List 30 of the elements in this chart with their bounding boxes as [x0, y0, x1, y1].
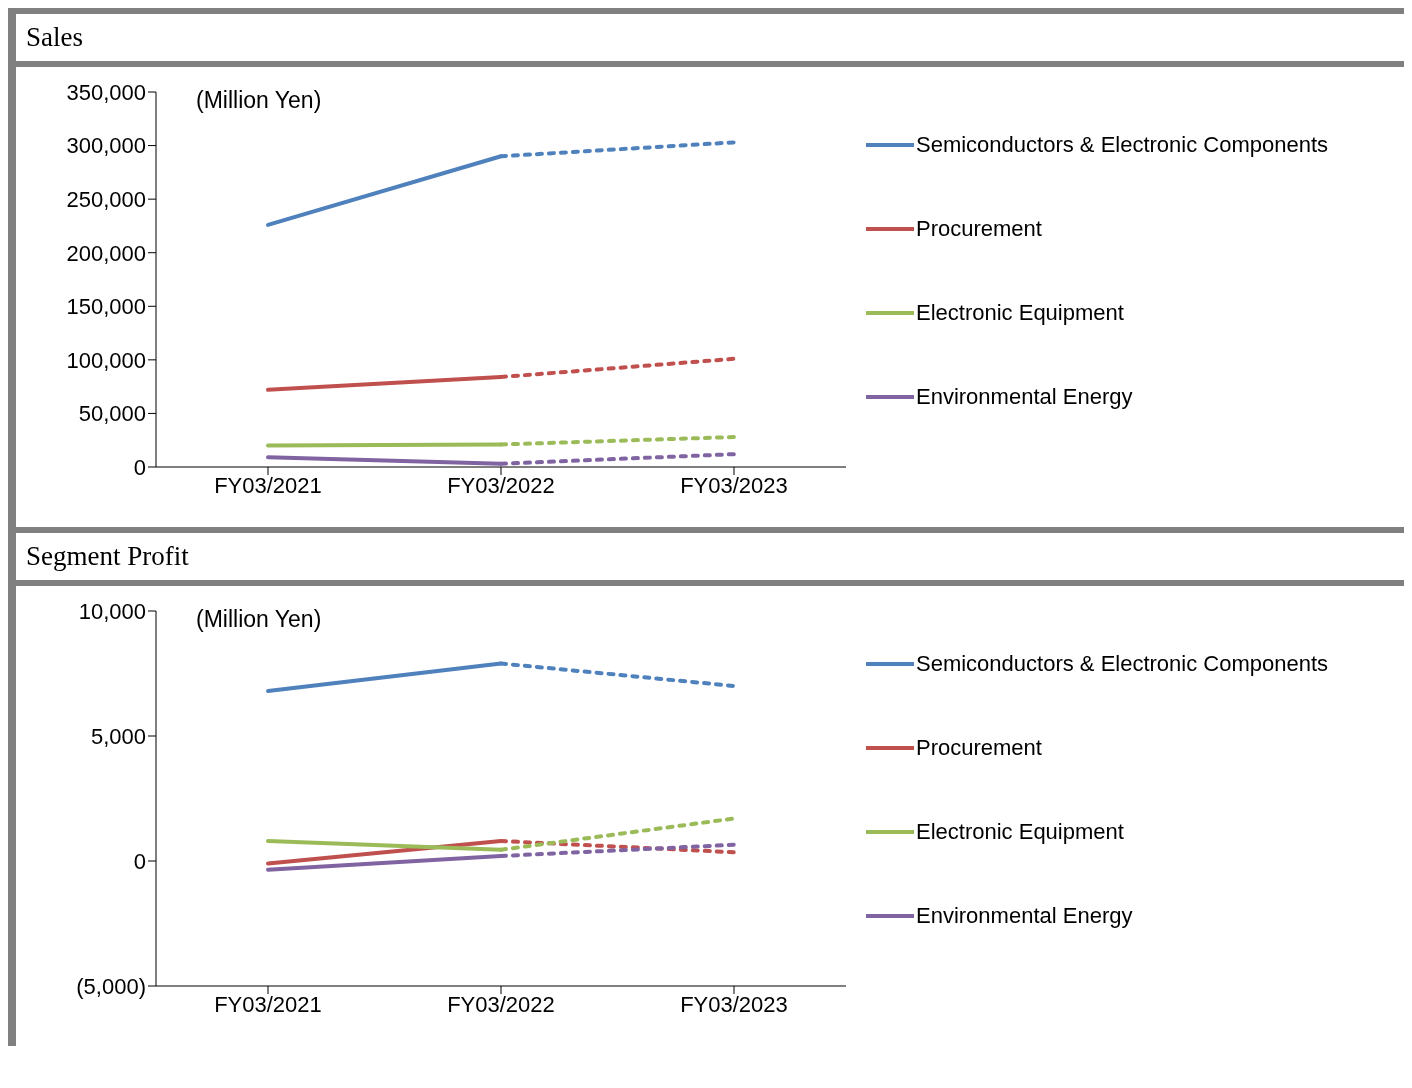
- y-tick-label: 150,000: [66, 294, 146, 320]
- x-tick-label: FY03/2023: [680, 472, 788, 498]
- y-tick-label: (5,000): [76, 973, 146, 999]
- y-tick-label: 350,000: [66, 79, 146, 105]
- legend-label: Environmental Energy: [916, 903, 1133, 929]
- y-tick-label: 5,000: [90, 723, 146, 749]
- legend-label: Procurement: [916, 735, 1042, 761]
- x-tick-label: FY03/2022: [447, 991, 555, 1017]
- x-tick-label: FY03/2022: [447, 472, 555, 498]
- y-tick-label: 250,000: [66, 186, 146, 212]
- y-tick-label: 0: [133, 454, 146, 480]
- legend-label: Semiconductors & Electronic Components: [916, 651, 1329, 677]
- x-tick-label: FY03/2021: [214, 991, 322, 1017]
- y-tick-label: 0: [133, 848, 146, 874]
- annotation: (Million Yen): [196, 606, 322, 633]
- legend-label: Semiconductors & Electronic Components: [916, 132, 1329, 158]
- legend-label: Procurement: [916, 216, 1042, 242]
- chart-title: Sales: [16, 14, 1404, 67]
- y-tick-label: 10,000: [78, 598, 146, 624]
- chart-title: Segment Profit: [16, 533, 1404, 586]
- y-tick-label: 100,000: [66, 347, 146, 373]
- x-tick-label: FY03/2021: [214, 472, 322, 498]
- y-tick-label: 300,000: [66, 133, 146, 159]
- y-tick-label: 50,000: [78, 401, 146, 427]
- annotation: (Million Yen): [196, 87, 322, 114]
- x-tick-label: FY03/2023: [680, 991, 788, 1017]
- legend-label: Electronic Equipment: [916, 819, 1124, 845]
- legend-label: Electronic Equipment: [916, 300, 1124, 326]
- legend-label: Environmental Energy: [916, 384, 1133, 410]
- y-tick-label: 200,000: [66, 240, 146, 266]
